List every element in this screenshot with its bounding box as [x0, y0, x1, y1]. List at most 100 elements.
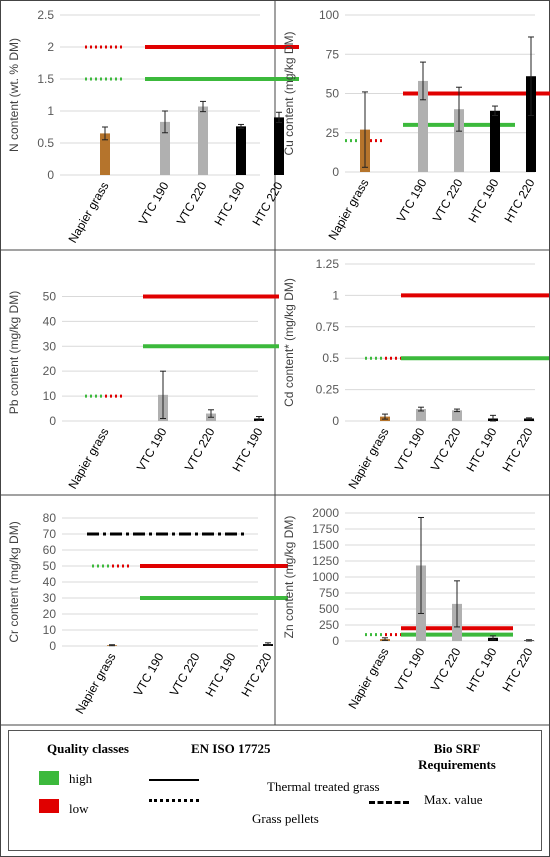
y-tick-label: 500	[319, 602, 339, 616]
x-tick-label: VTC 220	[430, 176, 466, 224]
legend-box: Quality classes high low EN ISO 17725 Th…	[8, 730, 542, 851]
y-tick-label: 0	[332, 165, 339, 179]
data-bar	[454, 109, 464, 172]
y-axis-label: Cu content (mg/kg DM)	[282, 31, 296, 155]
y-tick-label: 10	[43, 623, 57, 637]
y-tick-label: 40	[43, 575, 57, 589]
x-tick-label: VTC 190	[131, 650, 167, 698]
y-tick-label: 0.5	[37, 136, 54, 150]
legend-solid-label: Thermal treated grass	[267, 779, 380, 794]
x-tick-label: VTC 220	[428, 425, 464, 473]
x-tick-label: VTC 190	[134, 425, 170, 473]
data-bar	[490, 110, 500, 172]
y-axis-label: Pb content (mg/kg DM)	[7, 291, 21, 414]
x-tick-label: HTC 220	[499, 425, 535, 474]
y-tick-label: 2000	[312, 506, 339, 520]
x-tick-label: Napier grass	[65, 180, 111, 246]
x-tick-label: VTC 190	[392, 645, 428, 693]
legend-low-swatch	[39, 799, 59, 813]
y-tick-label: 2	[47, 40, 54, 54]
x-tick-label: HTC 190	[202, 650, 238, 699]
y-tick-label: 100	[319, 8, 339, 22]
y-tick-label: 1250	[312, 554, 339, 568]
legend-high-label: high	[69, 771, 93, 786]
y-tick-label: 0	[49, 639, 56, 653]
x-tick-label: HTC 220	[499, 645, 535, 694]
y-axis-label: Zn content (mg/kg DM)	[282, 516, 296, 639]
y-tick-label: 50	[43, 289, 57, 303]
x-tick-label: HTC 190	[463, 425, 499, 474]
x-tick-label: HTC 220	[249, 179, 285, 228]
x-tick-label: Napier grass	[345, 646, 391, 712]
x-tick-label: VTC 220	[174, 179, 210, 227]
x-tick-label: HTC 190	[463, 645, 499, 694]
y-tick-label: 1000	[312, 570, 339, 584]
legend-low-label: low	[69, 801, 89, 816]
x-tick-label: Napier grass	[72, 651, 118, 717]
data-bar	[416, 409, 426, 421]
y-tick-label: 70	[43, 527, 57, 541]
x-tick-label: VTC 220	[182, 425, 218, 473]
y-tick-label: 75	[326, 47, 340, 61]
y-tick-label: 0.75	[316, 320, 340, 334]
y-tick-label: 0	[332, 414, 339, 428]
y-tick-label: 1	[47, 104, 54, 118]
y-tick-label: 50	[326, 87, 340, 101]
y-tick-label: 1500	[312, 538, 339, 552]
x-tick-label: HTC 190	[229, 425, 265, 474]
x-tick-label: VTC 190	[136, 179, 172, 227]
legend-bio-title: Bio SRF Requirements	[418, 741, 496, 772]
y-tick-label: 25	[326, 126, 340, 140]
data-bar	[100, 133, 110, 175]
data-bar	[524, 418, 534, 421]
data-bar	[526, 76, 536, 172]
y-tick-label: 750	[319, 586, 339, 600]
y-tick-label: 80	[43, 511, 57, 525]
x-tick-label: VTC 220	[167, 650, 203, 698]
y-tick-label: 0	[47, 168, 54, 182]
legend-standard-title: EN ISO 17725	[191, 741, 271, 756]
legend-dotted-label: Grass pellets	[252, 811, 319, 826]
y-tick-label: 20	[43, 607, 57, 621]
y-axis-label: Cd content* (mg/kg DM)	[282, 278, 296, 407]
y-tick-label: 0.25	[316, 383, 340, 397]
legend-solid-line	[149, 779, 199, 781]
y-tick-label: 1750	[312, 522, 339, 536]
y-tick-label: 30	[43, 339, 57, 353]
x-tick-label: Napier grass	[345, 426, 391, 492]
y-tick-label: 50	[43, 559, 57, 573]
data-bar	[236, 126, 246, 175]
y-tick-label: 0	[49, 414, 56, 428]
x-tick-label: Napier grass	[325, 177, 371, 243]
x-tick-label: HTC 220	[238, 650, 274, 699]
data-bar	[452, 410, 462, 421]
x-tick-label: HTC 190	[465, 176, 501, 225]
y-tick-label: 20	[43, 364, 57, 378]
y-axis-label: Cr content (mg/kg DM)	[7, 521, 21, 642]
y-tick-label: 1.25	[316, 257, 340, 271]
x-tick-label: HTC 220	[501, 176, 537, 225]
y-tick-label: 1.5	[37, 72, 54, 86]
y-tick-label: 0	[332, 634, 339, 648]
legend-dotted-line	[149, 799, 199, 802]
legend-high-swatch	[39, 771, 59, 785]
legend-quality-title: Quality classes	[47, 741, 129, 756]
y-tick-label: 250	[319, 618, 339, 632]
data-bar	[274, 117, 284, 175]
y-tick-label: 40	[43, 314, 57, 328]
legend-max-line	[369, 801, 409, 804]
x-tick-label: HTC 190	[211, 179, 247, 228]
x-tick-label: VTC 190	[394, 176, 430, 224]
legend-max-label: Max. value	[424, 792, 483, 807]
x-tick-label: VTC 190	[392, 425, 428, 473]
y-tick-label: 0.5	[322, 351, 339, 365]
x-tick-label: VTC 220	[428, 645, 464, 693]
data-bar	[198, 106, 208, 175]
y-tick-label: 10	[43, 389, 57, 403]
y-tick-label: 2.5	[37, 8, 54, 22]
y-tick-label: 30	[43, 591, 57, 605]
y-axis-label: N content (wt. % DM)	[7, 38, 21, 152]
y-tick-label: 60	[43, 543, 57, 557]
y-tick-label: 1	[332, 288, 339, 302]
